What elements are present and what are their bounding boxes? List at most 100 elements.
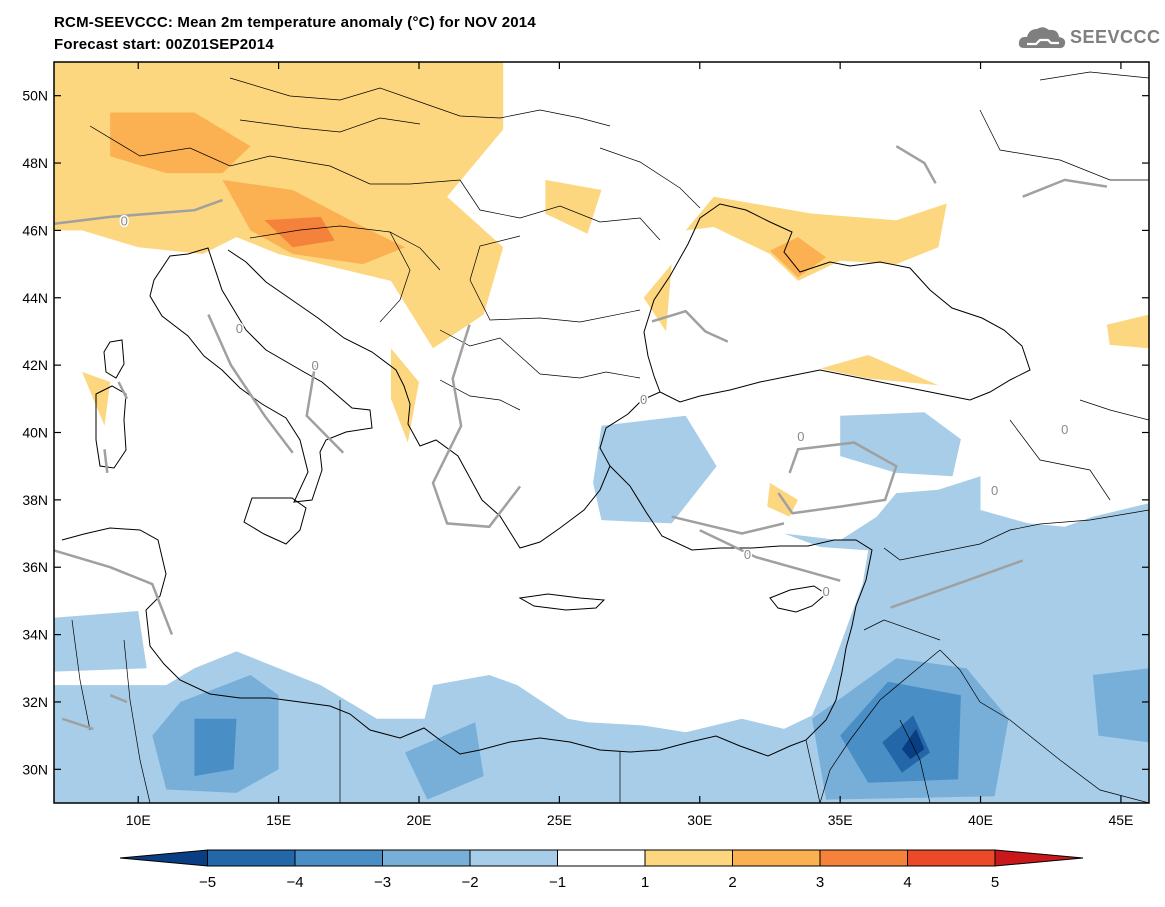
colorbar: −5 −4 −3 −2 −1 1 2 3 4 5 [119, 849, 1084, 891]
zero-contour-1 [207, 314, 294, 454]
zero-contour-label-1: 0 [236, 321, 243, 336]
zero-anomaly-contours [54, 145, 1108, 731]
anomaly-region-1 [110, 112, 251, 174]
zero-contour-6 [699, 529, 841, 582]
anomaly-region-13 [593, 415, 717, 524]
y-tick-label-9: 32N [22, 694, 48, 710]
colorbar-label-8: 4 [903, 874, 911, 891]
zero-contour-2 [305, 364, 345, 454]
colorbar-segment-3 [382, 849, 471, 867]
y-tick-label-7: 36N [22, 559, 48, 575]
x-tick-label-0: 10E [126, 812, 151, 828]
colorbar-segment-9 [907, 849, 996, 867]
latitude-axis: 50N 48N 46N 44N 42N 40N 38N 36N 34N 32N 30N [22, 88, 1149, 777]
cloud-icon [1018, 27, 1066, 49]
zero-contour-label-8: 0 [991, 483, 998, 498]
black-sea-coastline [643, 203, 1031, 403]
anomaly-region-22 [194, 718, 237, 777]
zero-contour-14 [671, 515, 785, 535]
colorbar-segment-6 [644, 849, 733, 867]
colorbar-label-9: 5 [991, 874, 999, 891]
zero-contour-15 [54, 549, 174, 636]
y-tick-label-8: 34N [22, 627, 48, 643]
colorbar-label-1: −4 [286, 874, 303, 891]
colorbar-label-3: −2 [461, 874, 478, 891]
anomaly-region-15 [840, 412, 961, 477]
x-tick-label-1: 15E [266, 812, 291, 828]
forecast-start-subtitle: Forecast start: 00Z01SEP2014 [54, 36, 274, 53]
anomaly-region-24 [901, 728, 925, 760]
anomaly-region-20 [1092, 668, 1149, 743]
x-tick-label-4: 30E [687, 812, 712, 828]
map-title: RCM-SEEVCCC: Mean 2m temperature anomaly… [54, 14, 536, 31]
y-tick-label-5: 40N [22, 425, 48, 441]
colorbar-segment-4 [469, 849, 558, 867]
colorbar-segment-0 [119, 849, 208, 867]
zero-contour-7 [890, 559, 1024, 609]
zero-contour-label-4: 0 [797, 429, 804, 444]
y-tick-label-6: 38N [22, 492, 48, 508]
zero-contour-12 [1022, 178, 1108, 198]
zero-contour-label-6: 0 [822, 584, 829, 599]
seevccc-logo: SEEVCCC [1018, 22, 1160, 54]
anomaly-region-16 [54, 611, 147, 672]
cyprus-coastline [769, 585, 827, 613]
y-tick-label-10: 30N [22, 761, 48, 777]
zero-contour-11 [895, 145, 937, 184]
zero-contour-10 [109, 694, 128, 704]
logo-text: SEEVCCC [1070, 27, 1161, 47]
zero-contour-label-5: 0 [744, 547, 751, 562]
x-tick-label-2: 20E [407, 812, 432, 828]
colorbar-label-7: 3 [816, 874, 824, 891]
zero-contour-8 [103, 449, 109, 474]
x-tick-label-7: 45E [1108, 812, 1133, 828]
colorbar-segment-5 [557, 849, 646, 867]
colorbar-segment-1 [207, 849, 296, 867]
y-tick-label-4: 42N [22, 357, 48, 373]
coastlines [61, 203, 1031, 757]
corsica-coastline [103, 339, 125, 379]
anomaly-region-3 [264, 216, 335, 248]
anomaly-region-5 [685, 196, 947, 281]
colorbar-label-0: −5 [199, 874, 216, 891]
colorbar-label-2: −3 [374, 874, 391, 891]
colorbar-label-5: 1 [641, 874, 649, 891]
anomaly-region-9 [820, 355, 939, 386]
anomaly-region-8 [390, 348, 419, 443]
zero-contour-0 [54, 198, 223, 225]
colorbar-label-4: −1 [549, 874, 566, 891]
anomaly-region-7 [643, 264, 672, 332]
zero-contour-3 [431, 324, 522, 529]
x-tick-label-5: 35E [828, 812, 853, 828]
crete-coastline [518, 593, 606, 611]
country-borders [71, 71, 1149, 803]
zero-contour-label-7: 0 [1061, 422, 1068, 437]
zero-contour-label-0: 0 [121, 213, 128, 228]
y-tick-label-0: 50N [22, 88, 48, 104]
turkey-south-coastline [61, 465, 873, 757]
zero-contour-label-2: 0 [311, 358, 318, 373]
y-tick-label-2: 46N [22, 222, 48, 238]
colorbar-segment-2 [294, 849, 383, 867]
longitude-axis: 10E 15E 20E 25E 30E 35E 40E 45E [126, 62, 1133, 828]
italy-coastline [149, 247, 373, 503]
anomaly-region-18 [405, 722, 484, 800]
zero-contour-label-3: 0 [640, 392, 647, 407]
x-tick-label-6: 40E [968, 812, 993, 828]
zero-contour-labels: 0 0 0 0 0 0 0 0 0 [119, 212, 1070, 601]
sicily-coastline [243, 497, 307, 545]
zero-contour-9 [117, 381, 129, 400]
y-tick-label-1: 48N [22, 155, 48, 171]
zero-contour-4 [651, 309, 729, 343]
colorbar-segment-10 [994, 849, 1084, 867]
anomaly-region-4 [545, 179, 602, 234]
zero-contour-13 [62, 717, 94, 731]
x-tick-label-3: 25E [547, 812, 572, 828]
zero-contour-5 [777, 441, 898, 515]
colorbar-segment-8 [819, 849, 908, 867]
y-tick-label-3: 44N [22, 290, 48, 306]
anomaly-region-11 [1106, 314, 1149, 349]
sardinia-coastline [95, 385, 127, 469]
colorbar-segment-7 [732, 849, 821, 867]
